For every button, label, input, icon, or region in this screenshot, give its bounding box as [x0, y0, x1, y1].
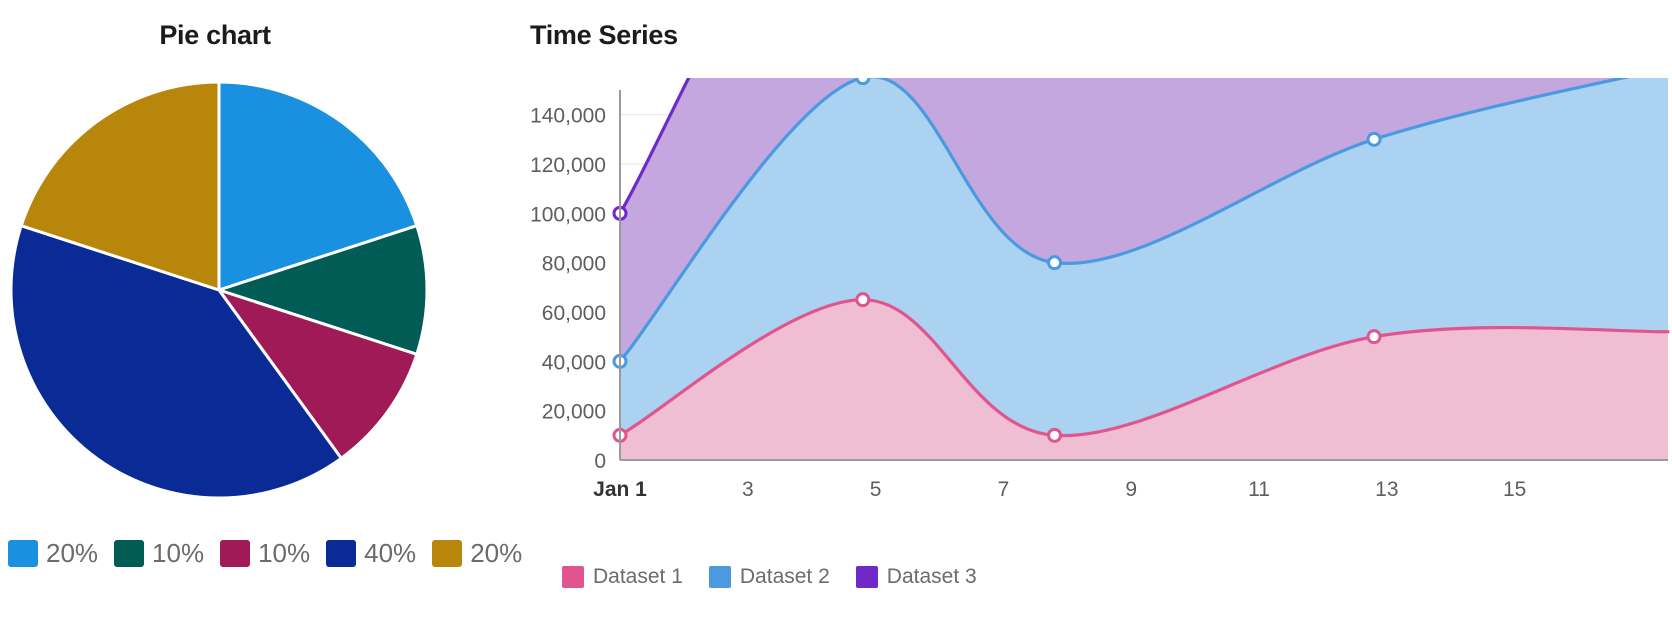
x-axis-tick-label: Jan 1 [593, 478, 647, 501]
pie-legend-label: 10% [152, 538, 205, 568]
pie-chart-title: Pie chart [159, 20, 271, 50]
time-series-legend-label: Dataset 2 [739, 565, 830, 588]
time-series-legend-label: Dataset 1 [593, 565, 683, 588]
series-data-point[interactable] [1366, 329, 1382, 345]
pie-legend-label: 40% [364, 538, 417, 568]
pie-legend-swatch [432, 540, 463, 567]
time-series-legend-swatch [855, 566, 878, 588]
series-data-point[interactable] [855, 70, 871, 86]
pie-legend-item[interactable]: 20% [8, 538, 98, 569]
pie-legend-swatch [326, 540, 357, 567]
pie-legend-swatch [220, 540, 251, 567]
series-data-point[interactable] [855, 292, 871, 308]
time-series-legend-item[interactable]: Dataset 1 [562, 565, 683, 589]
pie-chart-graphic [9, 80, 429, 500]
x-axis-tick-label: 9 [1125, 478, 1137, 501]
pie-slice[interactable] [214, 223, 429, 357]
pie-slice[interactable] [19, 80, 221, 293]
x-axis-tick-label: 5 [870, 478, 882, 501]
pie-legend-item[interactable]: 40% [326, 538, 416, 569]
y-axis-tick-label: 100,000 [530, 203, 606, 226]
time-series-legend-item[interactable]: Dataset 3 [855, 565, 977, 589]
time-series-legend-swatch [562, 566, 584, 588]
time-series-graphic: 0 20,000 40,000 60,000 80,000 100,000 120,000 1… [520, 0, 1672, 508]
pie-svg [9, 80, 429, 500]
series-area [620, 299, 1668, 460]
time-series-legend-label: Dataset 3 [886, 565, 977, 588]
pie-legend-item[interactable]: 20% [432, 538, 522, 569]
pie-slice[interactable] [217, 80, 419, 293]
pie-legend-swatch [8, 540, 38, 567]
x-axis-tick-label: 15 [1503, 478, 1526, 501]
y-axis-tick-label: 0 [594, 450, 606, 473]
pie-legend-item[interactable]: 10% [220, 538, 310, 569]
pie-chart-legend: 20% 10% 10% 40% 20% [8, 538, 522, 569]
time-series-svg: 0 20,000 40,000 60,000 80,000 100,000 120,000 1… [530, 0, 1670, 501]
x-axis-tick-label: 11 [1248, 478, 1270, 501]
pie-legend-label: 10% [258, 538, 311, 568]
pie-legend-swatch [114, 540, 145, 567]
pie-slice[interactable] [9, 223, 344, 500]
y-axis-tick-label: 140,000 [530, 105, 606, 128]
x-axis-tick-label: 3 [742, 478, 754, 501]
time-series-legend-item[interactable]: Dataset 2 [708, 565, 830, 589]
pie-legend-label: 20% [470, 538, 523, 568]
x-axis-tick-label: 7 [998, 478, 1010, 501]
series-data-point[interactable] [1047, 427, 1063, 443]
time-series-legend: Dataset 1 Dataset 2 Dataset 3 [562, 565, 1003, 589]
y-axis-tick-label: 120,000 [530, 154, 606, 177]
x-axis-tick-label: 13 [1375, 478, 1398, 501]
y-axis-tick-label: 80,000 [542, 253, 606, 276]
pie-slice[interactable] [215, 287, 419, 461]
pie-chart-panel: Pie chart 20% 10% 10% 40% 20% [0, 0, 522, 622]
time-series-panel: Time Series 0 20,000 40,000 60,000 80,000 100… [520, 0, 1672, 622]
pie-legend-item[interactable]: 10% [114, 538, 204, 569]
series-data-point[interactable] [1047, 255, 1063, 271]
y-axis-tick-label: 40,000 [542, 351, 606, 374]
time-series-title: Time Series [530, 20, 678, 50]
y-axis-tick-label: 60,000 [542, 302, 606, 325]
series-data-point[interactable] [1366, 131, 1382, 147]
pie-legend-label: 20% [46, 538, 99, 568]
y-axis-tick-label: 20,000 [542, 401, 606, 424]
time-series-legend-swatch [708, 566, 731, 588]
